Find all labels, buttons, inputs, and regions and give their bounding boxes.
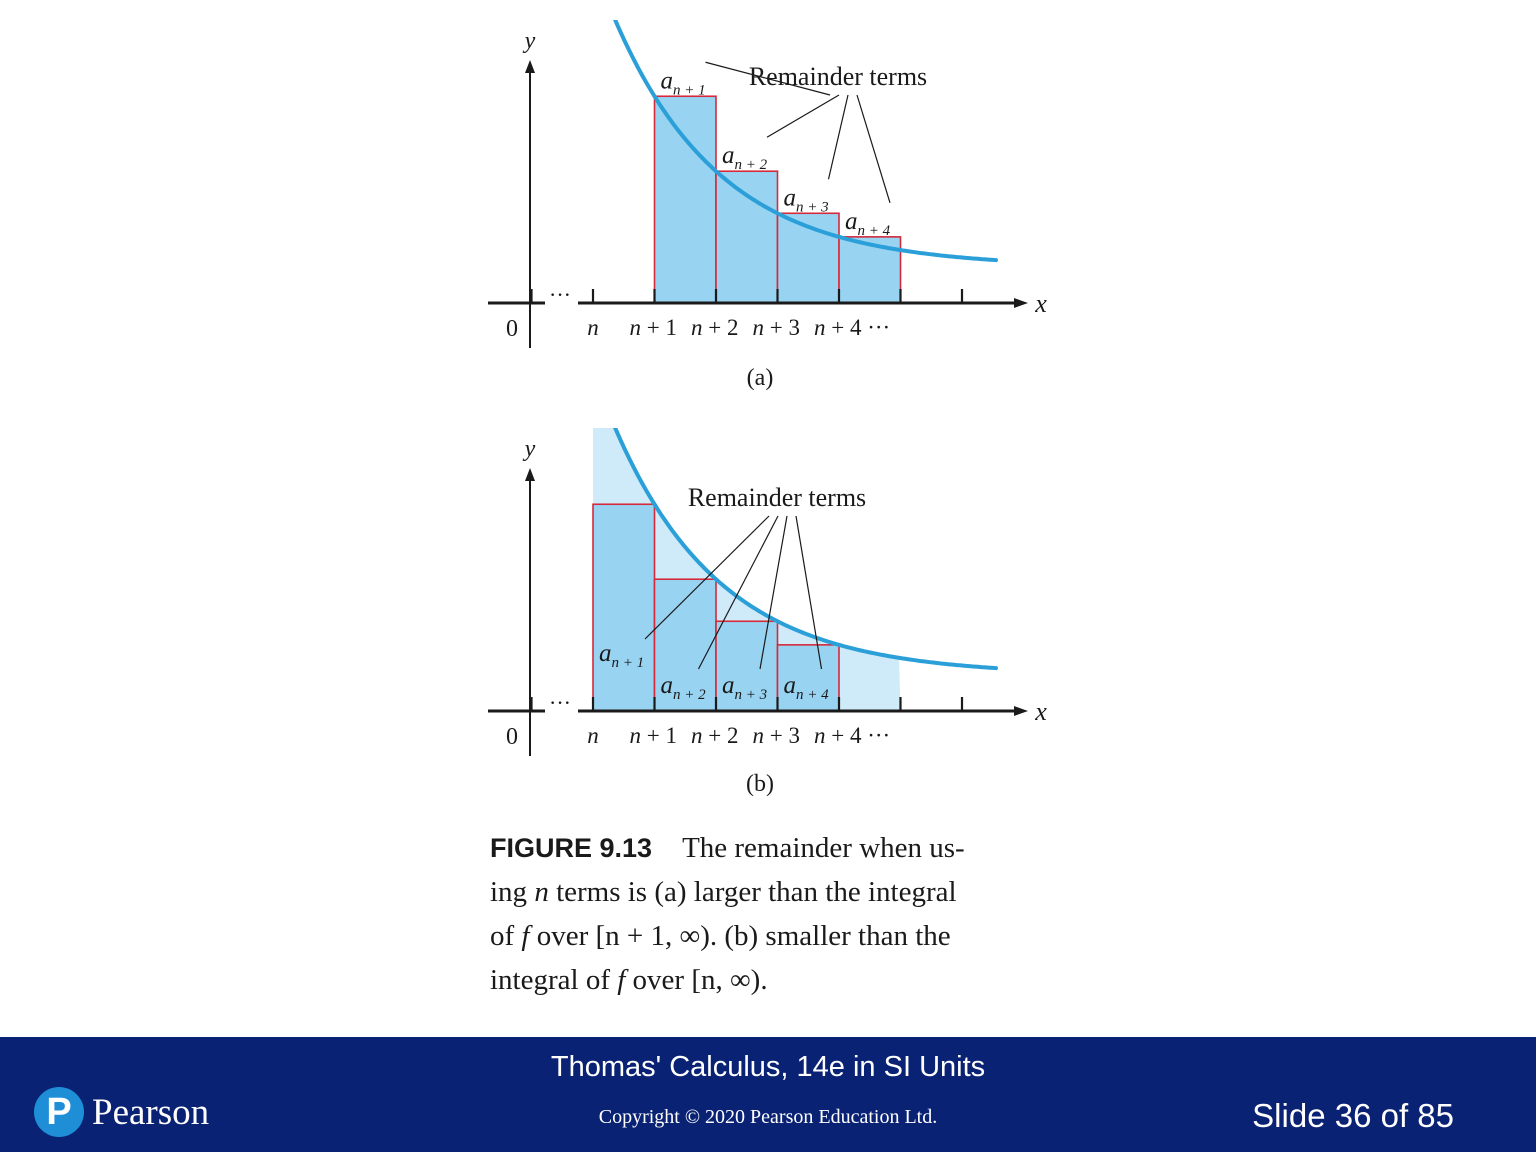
leader-line	[827, 94, 849, 180]
tick-label: n + 3	[753, 315, 800, 340]
tick-label: n + 3	[753, 723, 800, 748]
leader-line	[705, 61, 831, 96]
y-axis-arrow	[525, 60, 535, 73]
tick-label: n + 2	[691, 315, 738, 340]
x-axis-arrow	[1014, 706, 1028, 716]
leader-lines	[705, 61, 891, 204]
pearson-wordmark: Pearson	[92, 1091, 210, 1133]
caption-line-3: of f over [n + 1, ∞). (b) smaller than t…	[490, 920, 951, 952]
slide-counter: Slide 36 of 85	[1252, 1097, 1454, 1134]
slide-footer: Thomas' Calculus, 14e in SI Units Copyri…	[0, 1037, 1536, 1152]
axes	[488, 60, 1028, 348]
leader-lines	[644, 515, 823, 670]
caption-line-1: FIGURE 9.13 The remainder when us-	[490, 832, 965, 864]
figure-title: Remainder terms	[688, 483, 866, 512]
remainder-rect	[715, 620, 779, 712]
tick-label: n + 4 ···	[814, 723, 890, 748]
term-labels: an + 1 an + 2 an + 3 an + 4	[599, 640, 829, 703]
tick-label: n	[587, 315, 599, 340]
curve-layer	[613, 20, 998, 263]
book-title: Thomas' Calculus, 14e in SI Units	[550, 1051, 986, 1083]
remainder-rect	[592, 503, 656, 712]
figure-caption: FIGURE 9.13 The remainder when us- ing n …	[490, 826, 1070, 1002]
figure-title: Remainder terms	[749, 62, 927, 91]
axis-dots: ···	[549, 282, 571, 307]
leader-line	[759, 515, 788, 670]
figure-a: Remainder terms y x 0 ··· n n + 1 n + 2 n +…	[488, 20, 1047, 390]
x-axis-label: x	[1034, 697, 1047, 726]
leader-line	[766, 94, 840, 138]
curve-layer	[613, 428, 998, 671]
ticks	[530, 289, 964, 303]
curve-f	[613, 20, 998, 263]
remainder-term-label: an + 4	[784, 672, 830, 703]
remainder-term-label: an + 2	[722, 142, 768, 173]
remainder-term-label: an + 4	[845, 208, 891, 239]
caption-label: FIGURE 9.13	[490, 833, 653, 863]
copyright-notice: Copyright © 2020 Pearson Education Ltd.	[598, 1106, 938, 1128]
y-axis-arrow	[525, 468, 535, 481]
remainder-rect	[653, 95, 717, 304]
remainder-term-label: an + 3	[722, 672, 767, 703]
tick-label: n + 1	[630, 723, 677, 748]
tick-label: n + 4 ···	[814, 315, 890, 340]
caption-line-4: integral of f over [n, ∞).	[490, 964, 768, 996]
axis-dots: ···	[549, 690, 571, 715]
remainder-rect	[715, 170, 779, 304]
term-labels: an + 1 an + 2 an + 3 an + 4	[661, 67, 891, 239]
caption-line-2: ing n terms is (a) larger than the integ…	[490, 876, 957, 908]
y-axis-label: y	[523, 28, 536, 54]
tick-label: n	[587, 723, 599, 748]
sub-label: (b)	[746, 771, 774, 797]
origin-label: 0	[506, 316, 518, 342]
remainder-rect	[776, 644, 840, 712]
leader-line	[795, 515, 823, 670]
leader-line	[644, 515, 770, 640]
tick-label: n + 1	[630, 315, 677, 340]
ticks	[530, 697, 964, 711]
remainder-term-label: an + 3	[784, 184, 829, 215]
pearson-p-icon: P	[34, 1087, 84, 1137]
axes	[488, 468, 1028, 756]
leader-line	[856, 94, 891, 204]
remainder-term-label: an + 2	[661, 672, 707, 703]
leader-line	[697, 515, 779, 670]
figure-b: Remainder terms y x 0 ··· n n + 1 n + 2 n +…	[488, 428, 1047, 797]
tick-labels: n n + 1 n + 2 n + 3 n + 4 ···	[587, 723, 890, 748]
y-axis-label: y	[523, 436, 536, 462]
pearson-logo: P Pearson	[34, 1087, 209, 1137]
tick-labels: n n + 1 n + 2 n + 3 n + 4 ···	[587, 315, 890, 340]
fill-regions	[653, 95, 902, 304]
x-axis-label: x	[1034, 289, 1047, 318]
remainder-rect	[653, 578, 717, 712]
curve-f	[613, 428, 998, 671]
remainder-term-label: an + 1	[661, 67, 706, 98]
x-axis-arrow	[1014, 298, 1028, 308]
tick-label: n + 2	[691, 723, 738, 748]
sub-label: (a)	[747, 365, 774, 390]
remainder-term-label: an + 1	[599, 640, 644, 671]
origin-label: 0	[506, 724, 518, 750]
